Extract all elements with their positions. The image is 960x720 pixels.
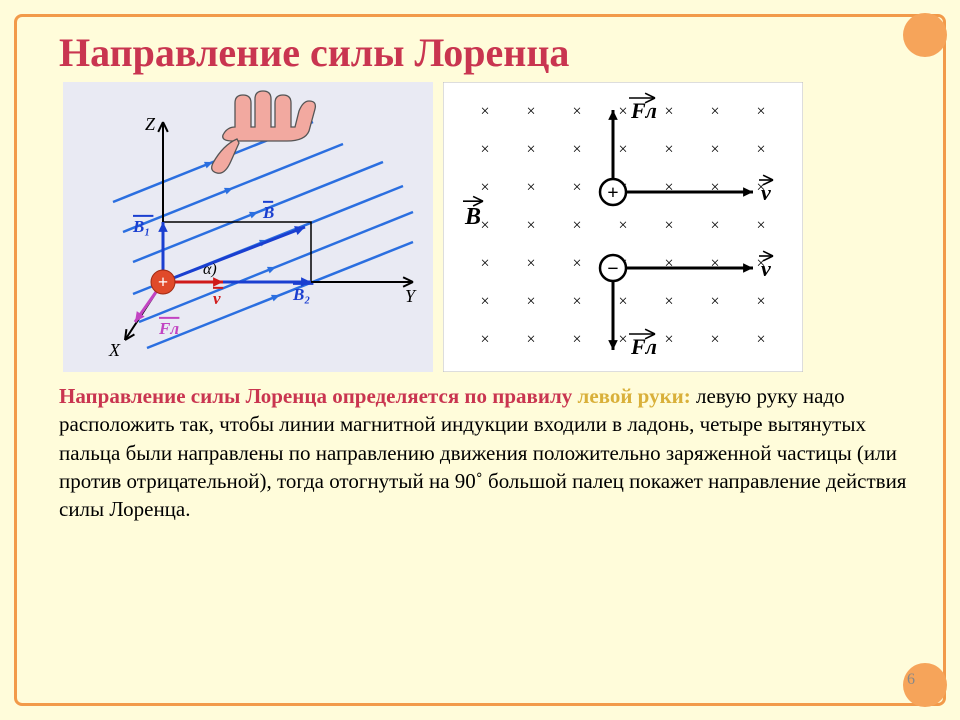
svg-text:α): α) [203,261,217,278]
svg-text:×: × [756,103,765,120]
svg-text:×: × [618,217,627,234]
svg-text:Fл: Fл [630,98,657,123]
svg-text:+: + [607,182,618,204]
svg-text:×: × [480,141,489,158]
svg-text:×: × [480,255,489,272]
svg-text:×: × [572,103,581,120]
svg-text:×: × [572,179,581,196]
svg-text:×: × [480,179,489,196]
svg-text:×: × [480,331,489,348]
svg-text:×: × [618,331,627,348]
slide-title: Направление силы Лоренца [59,29,921,76]
svg-text:×: × [526,141,535,158]
svg-text:×: × [710,141,719,158]
slide: Направление силы Лоренца ZYXBB₁B₂vFлα)+ … [0,0,960,720]
corner-decor-tr [903,13,947,57]
svg-text:×: × [664,217,673,234]
svg-text:Z: Z [145,114,156,134]
svg-text:×: × [572,255,581,272]
svg-text:Fл: Fл [158,319,179,338]
paragraph-emph-red: Направление силы Лоренца определяется по… [59,384,578,408]
svg-text:X: X [108,340,121,360]
paragraph: Направление силы Лоренца определяется по… [59,382,911,524]
svg-text:B: B [262,203,274,222]
svg-text:+: + [158,272,168,292]
svg-text:×: × [526,255,535,272]
svg-text:B: B [464,204,481,230]
svg-text:×: × [572,331,581,348]
svg-text:×: × [572,141,581,158]
svg-text:×: × [480,217,489,234]
svg-text:×: × [664,141,673,158]
svg-text:×: × [664,103,673,120]
svg-text:B₁: B₁ [132,217,150,236]
svg-text:×: × [480,293,489,310]
svg-text:×: × [710,217,719,234]
slide-frame: Направление силы Лоренца ZYXBB₁B₂vFлα)+ … [14,14,946,706]
svg-text:×: × [526,217,535,234]
svg-text:×: × [526,179,535,196]
page-number: 6 [907,671,915,689]
svg-text:×: × [710,331,719,348]
svg-text:×: × [756,217,765,234]
svg-text:×: × [572,217,581,234]
svg-text:×: × [756,141,765,158]
svg-text:B₂: B₂ [292,285,310,304]
svg-text:×: × [526,103,535,120]
svg-text:×: × [480,103,489,120]
svg-text:×: × [710,293,719,310]
svg-text:×: × [572,293,581,310]
svg-text:×: × [664,293,673,310]
svg-text:×: × [710,103,719,120]
svg-text:×: × [756,331,765,348]
svg-text:×: × [618,141,627,158]
right-diagram: × × × × × × × × × × × × × × × × × × × × × × × × × × × × × × × × × × × × × × × ×… [443,82,803,372]
diagram-row: ZYXBB₁B₂vFлα)+ ×××××××××××××××××××××××××… [63,82,921,372]
left-diagram: ZYXBB₁B₂vFлα)+ [63,82,433,372]
svg-text:×: × [756,293,765,310]
svg-text:Fл: Fл [630,334,657,359]
svg-text:×: × [618,293,627,310]
paragraph-emph-gold: левой руки: [578,384,691,408]
svg-text:×: × [664,331,673,348]
svg-text:×: × [618,103,627,120]
svg-text:−: − [607,258,618,280]
svg-text:×: × [526,293,535,310]
svg-text:v: v [213,289,221,308]
svg-text:×: × [526,331,535,348]
